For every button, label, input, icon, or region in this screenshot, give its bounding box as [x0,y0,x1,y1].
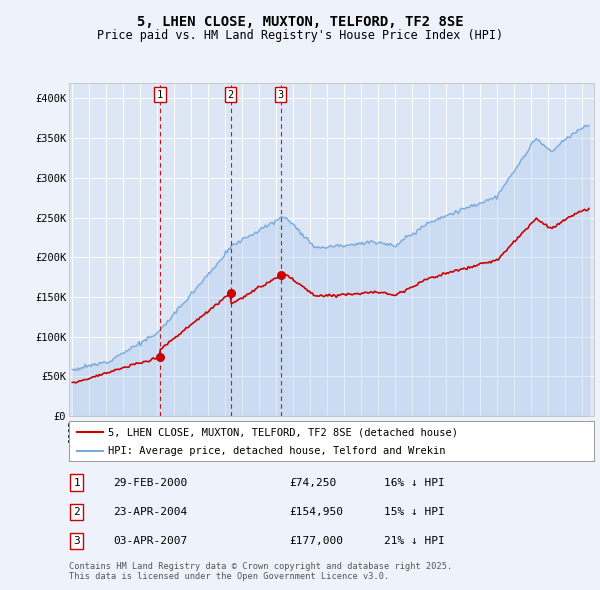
Text: Price paid vs. HM Land Registry's House Price Index (HPI): Price paid vs. HM Land Registry's House … [97,30,503,42]
Text: 03-APR-2007: 03-APR-2007 [113,536,188,546]
Text: 3: 3 [74,536,80,546]
Text: £177,000: £177,000 [290,536,343,546]
Text: 23-APR-2004: 23-APR-2004 [113,507,188,517]
Text: 1: 1 [74,477,80,487]
Text: 3: 3 [277,90,284,100]
Text: 21% ↓ HPI: 21% ↓ HPI [384,536,445,546]
Text: Contains HM Land Registry data © Crown copyright and database right 2025.
This d: Contains HM Land Registry data © Crown c… [69,562,452,581]
Text: 16% ↓ HPI: 16% ↓ HPI [384,477,445,487]
Text: 29-FEB-2000: 29-FEB-2000 [113,477,188,487]
Text: 5, LHEN CLOSE, MUXTON, TELFORD, TF2 8SE: 5, LHEN CLOSE, MUXTON, TELFORD, TF2 8SE [137,15,463,29]
Text: 15% ↓ HPI: 15% ↓ HPI [384,507,445,517]
Text: HPI: Average price, detached house, Telford and Wrekin: HPI: Average price, detached house, Telf… [109,445,446,455]
Text: 2: 2 [74,507,80,517]
Text: 5, LHEN CLOSE, MUXTON, TELFORD, TF2 8SE (detached house): 5, LHEN CLOSE, MUXTON, TELFORD, TF2 8SE … [109,427,458,437]
Text: 2: 2 [227,90,234,100]
Text: £74,250: £74,250 [290,477,337,487]
Text: £154,950: £154,950 [290,507,343,517]
Text: 1: 1 [157,90,163,100]
